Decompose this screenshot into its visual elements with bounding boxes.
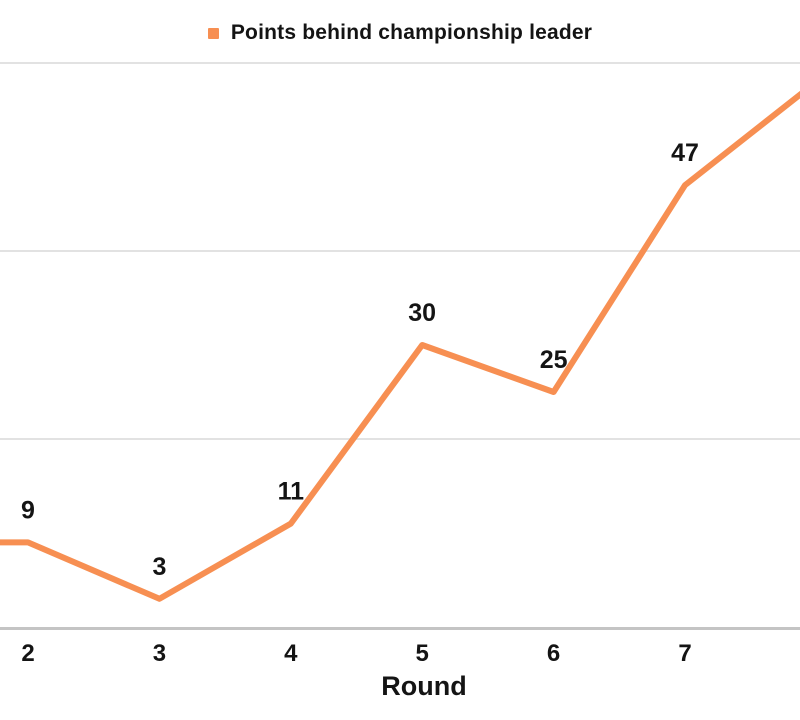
legend: Points behind championship leader [0, 22, 800, 45]
x-tick-label: 2 [21, 640, 34, 667]
data-label: 11 [278, 478, 305, 506]
series-line [0, 90, 800, 602]
data-label: 30 [408, 299, 436, 327]
data-label: 47 [671, 139, 699, 167]
data-label: 25 [540, 346, 568, 374]
data-label: 3 [152, 553, 166, 581]
legend-swatch-icon [207, 28, 219, 39]
x-tick-label: 6 [547, 640, 560, 667]
x-tick-label: 7 [678, 640, 691, 667]
x-tick-label: 3 [153, 640, 166, 667]
x-tick-label: 5 [416, 640, 429, 667]
legend-label: Points behind championship leader [230, 21, 593, 44]
x-tick-label: 4 [284, 640, 298, 667]
x-axis-title: Round [381, 671, 467, 701]
data-label: 9 [21, 496, 35, 524]
